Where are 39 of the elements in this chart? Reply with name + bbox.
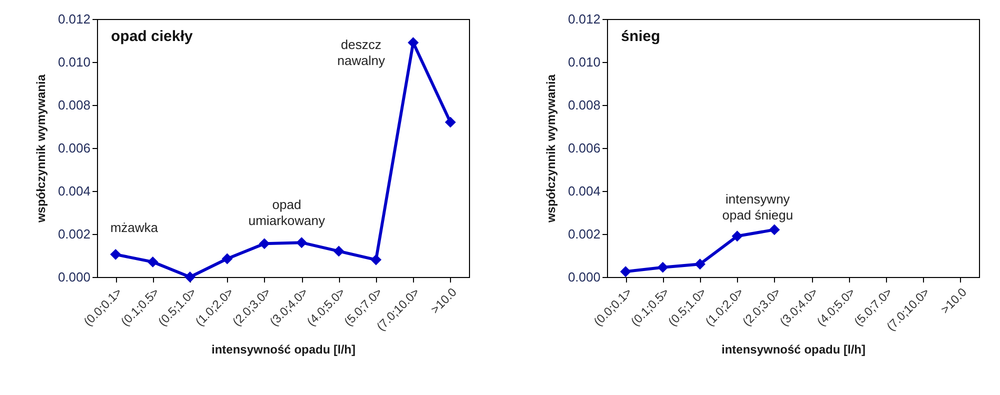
y-tick-label: 0.004: [58, 184, 90, 198]
y-tick-label: 0.012: [58, 12, 90, 26]
point: [258, 238, 270, 250]
x-axis-title: intensywność opadu [l/h]: [721, 342, 866, 357]
text: śnieg: [621, 28, 660, 45]
y-tick-label: 0.008: [568, 98, 600, 112]
y-tick-label: 0.012: [568, 12, 600, 26]
point: [444, 116, 456, 128]
point: [408, 37, 419, 48]
point: [296, 237, 308, 248]
point: [620, 266, 632, 278]
annotation: mżawka: [110, 220, 159, 235]
annotation: intensywny opad śniegu: [722, 192, 794, 223]
point: [184, 272, 196, 282]
point: [222, 253, 233, 264]
y-tick-label: 0.010: [58, 54, 90, 70]
y-tick-label: 0.002: [58, 226, 90, 242]
point: [657, 262, 668, 273]
y-tick-label: 0.004: [568, 184, 600, 198]
x-axis-title: intensywność opadu [l/h]: [211, 342, 356, 357]
point: [147, 256, 158, 268]
y-axis-title: współczynnik wymywania: [34, 74, 48, 224]
y-tick-label: 0.010: [568, 54, 600, 70]
point: [732, 230, 743, 242]
point: [110, 248, 122, 260]
text: opad ciekły: [111, 28, 194, 45]
y-tick-label: 0.002: [568, 226, 600, 242]
y-tick-label: 0.006: [58, 140, 90, 156]
point: [333, 246, 344, 257]
annotation: deszcz nawalny: [337, 36, 386, 68]
annotation: opad umiarkowany: [248, 196, 326, 228]
point: [768, 224, 780, 236]
point: [370, 254, 382, 266]
y-axis-title: współczynnik wymywania: [544, 74, 558, 224]
y-tick-label: 0.000: [58, 270, 90, 284]
y-tick-label: 0.006: [568, 140, 600, 156]
y-tick-label: 0.000: [568, 270, 600, 284]
point: [694, 258, 706, 270]
y-tick-label: 0.008: [58, 98, 90, 112]
